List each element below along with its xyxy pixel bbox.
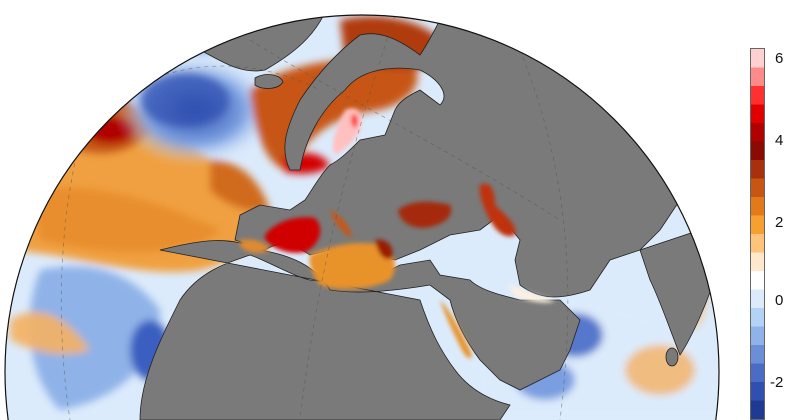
colorbar-tick-4: 4: [775, 132, 784, 149]
colorbar: [750, 48, 765, 420]
colorbar-tick-2: 2: [775, 214, 784, 231]
colorbar-tick-0: 0: [775, 292, 784, 309]
graticule: [60, 15, 569, 420]
globe-map: [4, 14, 720, 420]
regional-seas: [240, 108, 555, 359]
colorbar-tick-6: 6: [775, 50, 784, 67]
globe: [5, 15, 719, 420]
globe-outline: [4, 14, 720, 420]
colorbar-tick-neg2: -2: [770, 374, 784, 391]
